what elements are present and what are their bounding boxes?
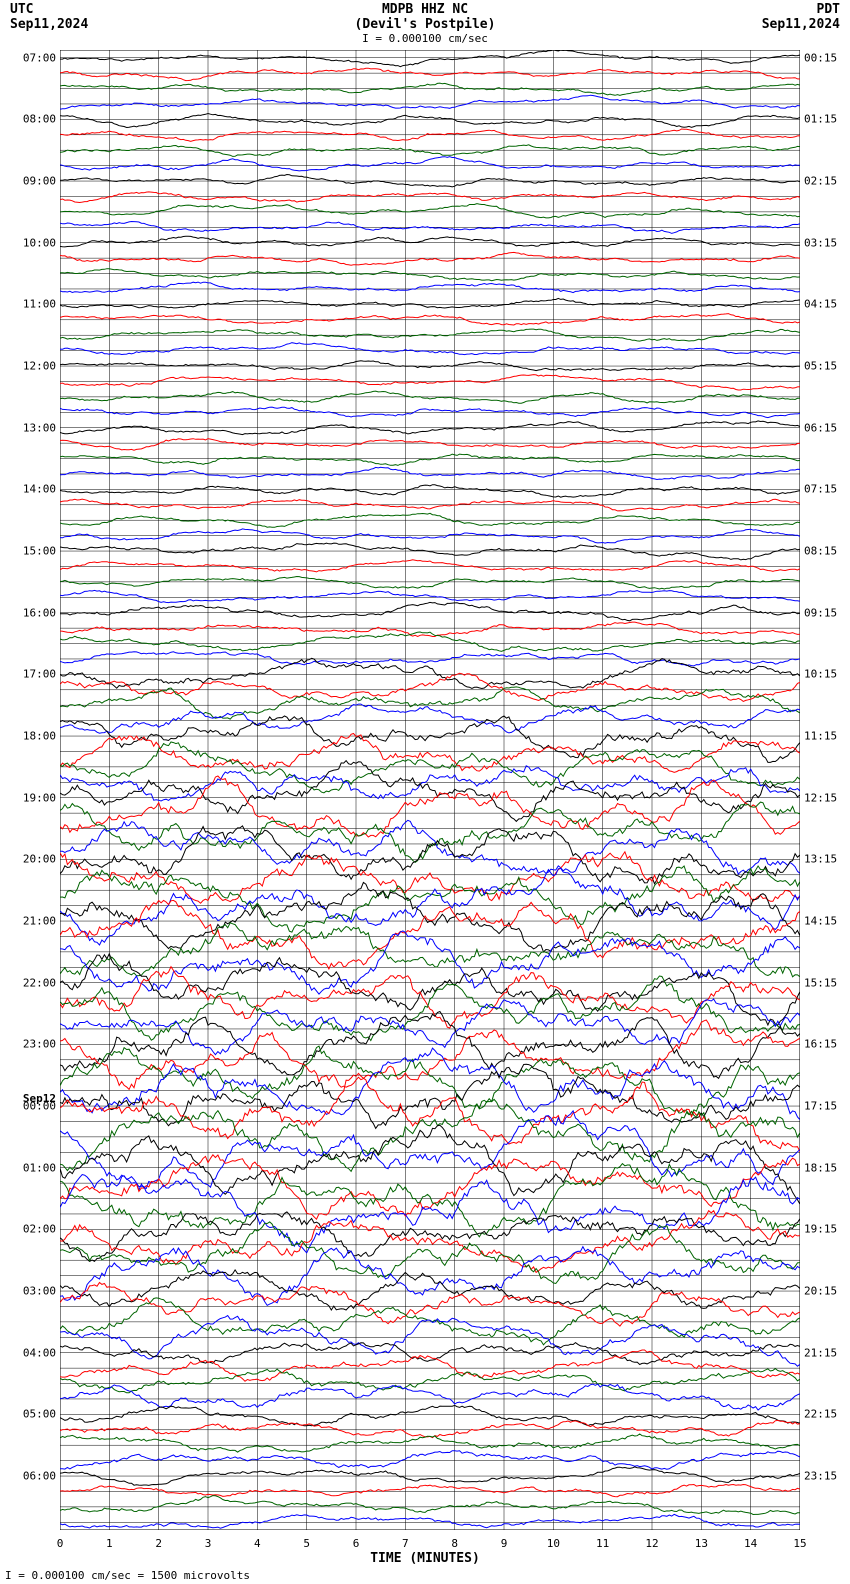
pdt-time-label: 04:15 — [804, 298, 837, 311]
utc-time-label: 16:00 — [23, 606, 56, 619]
x-tick-label: 7 — [402, 1537, 409, 1550]
utc-time-label: 17:00 — [23, 668, 56, 681]
x-tick-label: 14 — [744, 1537, 757, 1550]
helicorder-container: MDPB HHZ NC (Devil's Postpile) I = 0.000… — [0, 0, 850, 1584]
x-tick-label: 15 — [793, 1537, 806, 1550]
pdt-time-label: 12:15 — [804, 791, 837, 804]
left-date: Sep11,2024 — [10, 17, 88, 32]
helicorder-svg — [60, 50, 800, 1530]
pdt-time-label: 20:15 — [804, 1285, 837, 1298]
pdt-time-label: 05:15 — [804, 360, 837, 373]
scale-note: I = 0.000100 cm/sec — [362, 32, 488, 45]
utc-time-label: 11:00 — [23, 298, 56, 311]
footer-scale: I = 0.000100 cm/sec = 1500 microvolts — [5, 1569, 250, 1582]
x-tick-label: 5 — [303, 1537, 310, 1550]
x-tick-label: 10 — [547, 1537, 560, 1550]
utc-time-label: 03:00 — [23, 1285, 56, 1298]
x-tick-label: 13 — [695, 1537, 708, 1550]
x-tick-label: 12 — [645, 1537, 658, 1550]
pdt-time-label: 06:15 — [804, 421, 837, 434]
pdt-time-label: 13:15 — [804, 853, 837, 866]
utc-time-label: 21:00 — [23, 915, 56, 928]
x-tick-label: 9 — [501, 1537, 508, 1550]
utc-time-label: 19:00 — [23, 791, 56, 804]
utc-time-label: 01:00 — [23, 1161, 56, 1174]
utc-time-label: 14:00 — [23, 483, 56, 496]
x-tick-label: 8 — [451, 1537, 458, 1550]
pdt-time-label: 07:15 — [804, 483, 837, 496]
pdt-time-label: 16:15 — [804, 1038, 837, 1051]
pdt-time-label: 11:15 — [804, 730, 837, 743]
x-tick-label: 6 — [353, 1537, 360, 1550]
utc-time-label: 08:00 — [23, 113, 56, 126]
utc-time-label: 13:00 — [23, 421, 56, 434]
pdt-time-label: 18:15 — [804, 1161, 837, 1174]
utc-time-label: 04:00 — [23, 1346, 56, 1359]
utc-time-label: 12:00 — [23, 360, 56, 373]
x-tick-label: 1 — [106, 1537, 113, 1550]
pdt-time-label: 14:15 — [804, 915, 837, 928]
x-tick-label: 3 — [205, 1537, 212, 1550]
pdt-time-label: 10:15 — [804, 668, 837, 681]
utc-time-label: 05:00 — [23, 1408, 56, 1421]
utc-time-label: 09:00 — [23, 175, 56, 188]
utc-time-label: 07:00 — [23, 51, 56, 64]
pdt-time-label: 22:15 — [804, 1408, 837, 1421]
x-tick-label: 0 — [57, 1537, 64, 1550]
day-marker: Sep12 — [23, 1092, 56, 1105]
x-axis-title: TIME (MINUTES) — [370, 1551, 480, 1566]
utc-time-label: 23:00 — [23, 1038, 56, 1051]
right-timezone: PDT — [817, 2, 840, 17]
header: MDPB HHZ NC (Devil's Postpile) I = 0.000… — [0, 0, 850, 45]
station-title: MDPB HHZ NC — [382, 2, 468, 17]
utc-time-label: 15:00 — [23, 545, 56, 558]
pdt-time-label: 01:15 — [804, 113, 837, 126]
utc-time-label: 06:00 — [23, 1470, 56, 1483]
utc-time-label: 02:00 — [23, 1223, 56, 1236]
left-timezone: UTC — [10, 2, 33, 17]
right-date: Sep11,2024 — [762, 17, 840, 32]
pdt-time-label: 19:15 — [804, 1223, 837, 1236]
x-tick-label: 4 — [254, 1537, 261, 1550]
pdt-time-label: 03:15 — [804, 236, 837, 249]
pdt-time-label: 09:15 — [804, 606, 837, 619]
pdt-time-label: 00:15 — [804, 51, 837, 64]
location-title: (Devil's Postpile) — [355, 17, 496, 32]
pdt-time-label: 02:15 — [804, 175, 837, 188]
utc-time-label: 10:00 — [23, 236, 56, 249]
pdt-time-label: 17:15 — [804, 1100, 837, 1113]
pdt-time-label: 15:15 — [804, 976, 837, 989]
utc-time-label: 20:00 — [23, 853, 56, 866]
plot-area — [60, 50, 800, 1530]
utc-time-label: 22:00 — [23, 976, 56, 989]
pdt-time-label: 23:15 — [804, 1470, 837, 1483]
pdt-time-label: 08:15 — [804, 545, 837, 558]
x-tick-label: 11 — [596, 1537, 609, 1550]
utc-time-label: 18:00 — [23, 730, 56, 743]
x-tick-label: 2 — [155, 1537, 162, 1550]
pdt-time-label: 21:15 — [804, 1346, 837, 1359]
